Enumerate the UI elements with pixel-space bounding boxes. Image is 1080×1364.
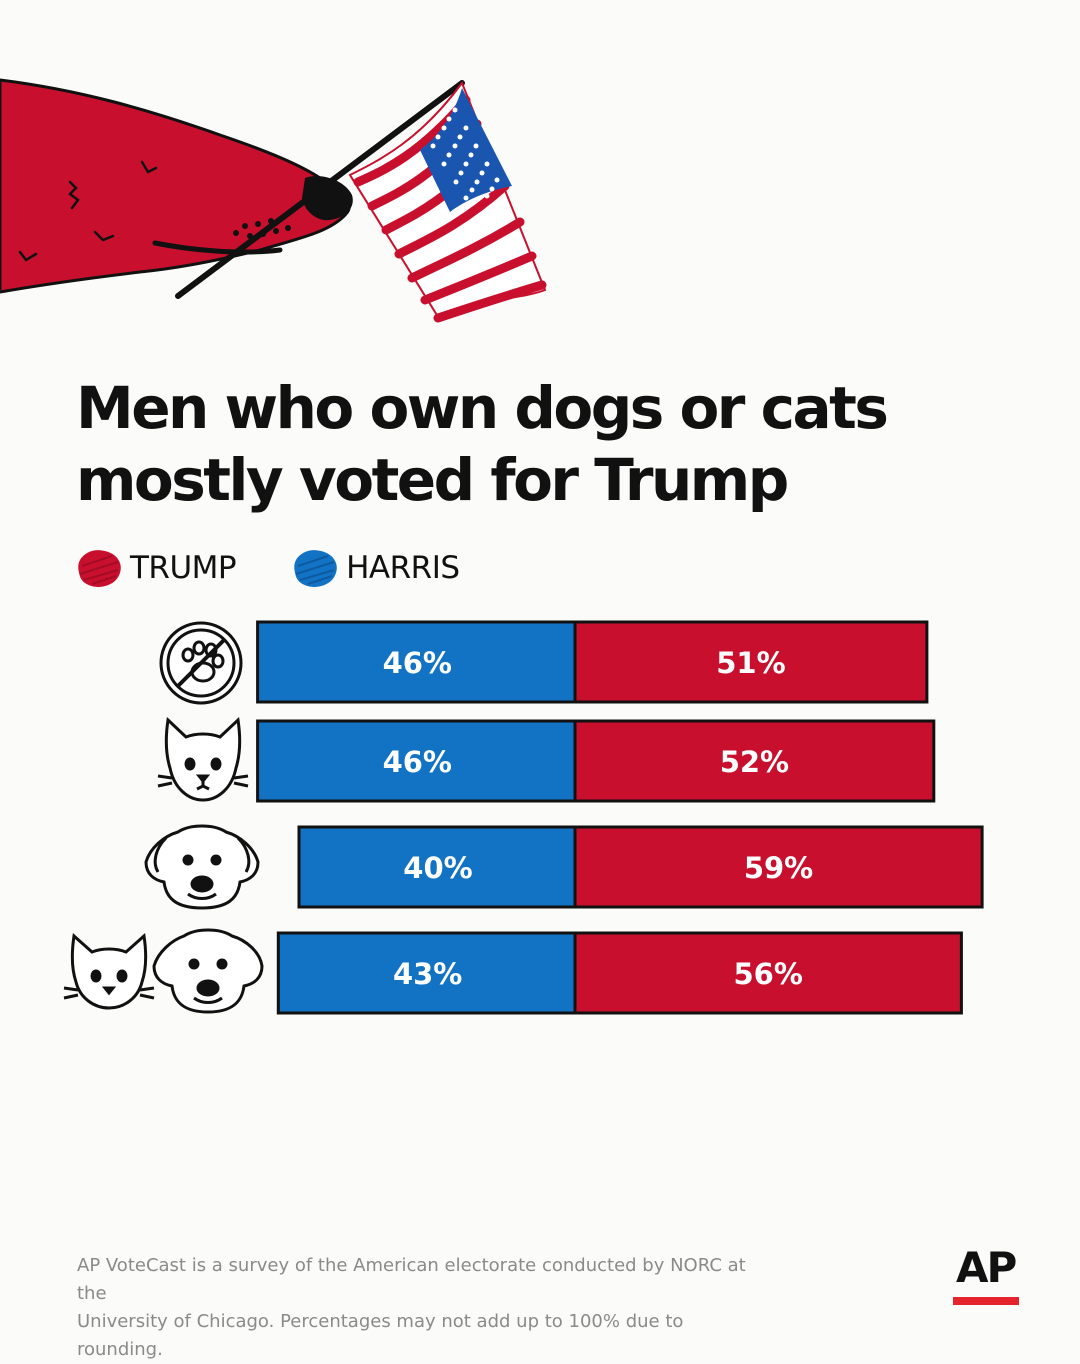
label-trump-1: 52% — [720, 745, 789, 779]
chart-title: Men who own dogs or cats mostly voted fo… — [76, 372, 976, 516]
ap-logo-underline — [953, 1297, 1019, 1305]
american-flag — [348, 80, 547, 323]
dog-icon — [144, 824, 260, 910]
title-line-2: mostly voted for Trump — [76, 446, 789, 514]
footnote-line-1: AP VoteCast is a survey of the American … — [77, 1255, 746, 1304]
footnote-line-2: University of Chicago. Percentages may n… — [77, 1311, 684, 1360]
flag-canton — [420, 88, 512, 212]
label-harris-3: 43% — [393, 957, 462, 991]
label-trump-3: 56% — [733, 957, 802, 991]
dog-with-flag-illustration — [0, 78, 547, 323]
legend-item-harris: HARRIS — [288, 546, 460, 590]
label-trump-2: 59% — [744, 851, 813, 885]
flag-pole — [175, 80, 465, 299]
bar-harris-0 — [256, 620, 577, 704]
title-line-1: Men who own dogs or cats — [76, 374, 889, 442]
cat-and-dog-icons — [63, 928, 264, 1014]
bar-trump-3 — [573, 931, 963, 1015]
bar-harris-2 — [297, 825, 577, 909]
legend-item-trump: TRUMP — [72, 546, 237, 590]
cat-icon — [157, 716, 249, 802]
legend: TRUMP HARRIS — [72, 546, 512, 590]
label-harris-2: 40% — [403, 851, 472, 885]
harris-swatch-icon — [294, 550, 337, 588]
bar-harris-1 — [256, 719, 577, 803]
dog-nose-shape — [302, 175, 353, 221]
dog-snout-shape — [0, 78, 351, 294]
bar-trump-1 — [573, 719, 936, 803]
label-harris-0: 46% — [383, 646, 452, 680]
footnote: AP VoteCast is a survey of the American … — [77, 1252, 757, 1364]
bar-trump-2 — [573, 825, 984, 909]
no-pet-icon — [159, 621, 243, 705]
legend-label-trump: TRUMP — [130, 550, 237, 586]
legend-label-harris: HARRIS — [346, 550, 460, 586]
bar-harris-3 — [276, 931, 577, 1015]
trump-swatch-icon — [78, 550, 121, 588]
label-harris-1: 46% — [383, 745, 452, 779]
bar-trump-0 — [573, 620, 929, 704]
ap-logo: AP — [956, 1243, 1017, 1292]
label-trump-0: 51% — [716, 646, 785, 680]
